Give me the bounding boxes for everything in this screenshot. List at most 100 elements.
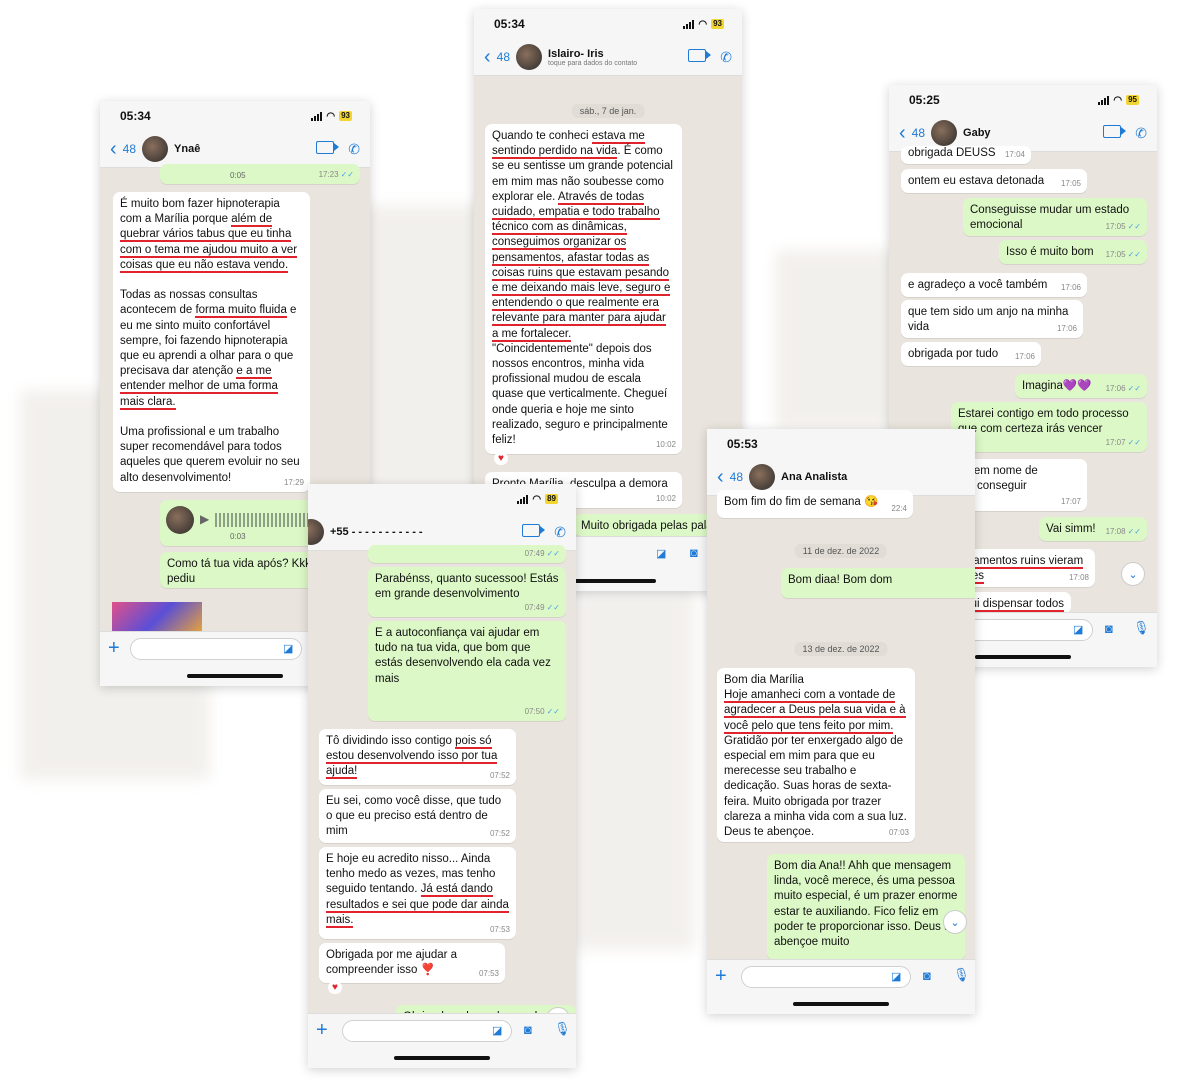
status-bar: 05:34 ◠ 93	[474, 9, 742, 39]
message-bubble: Eu sei, como você disse, que tudo o que …	[319, 789, 516, 843]
chevron-left-icon[interactable]: ‹	[717, 466, 724, 488]
battery-badge: 93	[711, 19, 724, 29]
back-count[interactable]: 48	[496, 50, 511, 64]
home-indicator	[187, 674, 283, 678]
microphone-icon[interactable]: 🎙	[1133, 620, 1150, 635]
message-bubble: Obrigada por me ajudar a compreender iss…	[319, 943, 505, 983]
status-time: 05:34	[494, 17, 525, 31]
date-separator: sáb., 7 de jan.	[571, 104, 645, 118]
message-composer: + ◪ ◙ 🎙	[308, 1013, 576, 1068]
video-call-icon[interactable]	[1103, 124, 1127, 138]
plus-icon[interactable]: +	[316, 1019, 328, 1041]
video-call-icon[interactable]	[316, 140, 340, 154]
contact-name[interactable]: Ana Analista	[781, 471, 848, 483]
message-list: 0:05 17:23 ✓✓ É muito bom fazer hipnotera…	[100, 164, 370, 636]
status-bar: 05:53	[707, 429, 975, 459]
image-thumbnail[interactable]	[112, 602, 202, 636]
phone-icon[interactable]: ✆	[1135, 124, 1147, 141]
message-bubble: Parabénss, quanto sucessoo! Estás em gra…	[368, 567, 566, 617]
message-bubble: Estarei contigo em todo processo que com…	[951, 402, 1147, 452]
avatar[interactable]	[931, 120, 958, 146]
chat-header: ‹ 48 Ana Analista	[707, 459, 975, 496]
message-bubble: obrigada por tudo 17:06	[901, 342, 1041, 366]
message-input[interactable]	[130, 638, 302, 660]
signal-icon	[683, 19, 695, 29]
battery-badge: 89	[545, 494, 558, 504]
microphone-icon[interactable]: 🎙	[953, 967, 970, 982]
message-bubble: ontem eu estava detonada 17:05	[901, 169, 1087, 193]
message-composer: + ◪ ◙ 🎙	[707, 959, 975, 1014]
microphone-icon[interactable]: 🎙	[554, 1021, 571, 1036]
message-list: 07:49 ✓✓ Parabénss, quanto sucessoo! Está…	[308, 545, 576, 1048]
status-time: 05:34	[120, 109, 151, 123]
camera-icon[interactable]: ◙	[923, 968, 931, 983]
sticker-icon[interactable]: ◪	[891, 971, 902, 983]
sticker-icon[interactable]: ◪	[1073, 624, 1084, 636]
status-bar: 05:25 ◠ 95	[889, 85, 1157, 115]
play-icon[interactable]: ▶	[200, 512, 210, 527]
message-bubble: que tem sido um anjo na minha vida 17:06	[901, 300, 1083, 338]
video-call-icon[interactable]	[688, 48, 712, 62]
message-bubble: 07:49 ✓✓	[368, 545, 566, 563]
date-separator: 13 de dez. de 2022	[794, 642, 888, 656]
date-separator: 11 de dez. de 2022	[794, 544, 888, 558]
contact-subtitle[interactable]: toque para dados do contato	[548, 59, 638, 67]
plus-icon[interactable]: +	[108, 637, 120, 659]
message-bubble: Tô dividindo isso contigo pois só estou …	[319, 729, 516, 785]
chat-screenshot-ynae: 05:34 ◠ 93 ‹ 48 Ynaê ✆ 0:05 17:23 ✓✓ É mui…	[100, 101, 370, 686]
back-count[interactable]: 48	[122, 142, 137, 156]
battery-badge: 95	[1126, 95, 1139, 105]
camera-icon[interactable]: ◙	[524, 1022, 532, 1037]
phone-icon[interactable]: ✆	[720, 48, 732, 65]
back-count[interactable]: 48	[729, 470, 744, 484]
avatar[interactable]	[308, 519, 324, 545]
avatar[interactable]	[749, 464, 776, 490]
chat-header: ‹ 48 Gaby ✆	[889, 115, 1157, 152]
status-bar: ◠ 89	[308, 484, 576, 514]
contact-name[interactable]: +55 - - - - - - - - - - -	[330, 526, 423, 538]
chat-header: ‹ 48 Ynaê ✆	[100, 131, 370, 168]
chevron-left-icon[interactable]: ‹	[484, 46, 491, 68]
message-bubble: É muito bom fazer hipnoterapia com a Mar…	[113, 192, 310, 492]
chevron-down-icon[interactable]: ⌄	[1121, 562, 1145, 586]
avatar[interactable]	[516, 44, 543, 70]
sticker-icon[interactable]: ◪	[656, 548, 667, 560]
blurred-background-right	[775, 250, 895, 430]
home-indicator	[975, 655, 1071, 659]
camera-icon[interactable]: ◙	[690, 545, 698, 560]
wifi-icon: ◠	[1113, 94, 1123, 106]
battery-badge: 93	[339, 111, 352, 121]
signal-icon	[311, 111, 323, 121]
video-call-icon[interactable]	[522, 523, 546, 537]
back-count[interactable]: 48	[911, 126, 926, 140]
message-input[interactable]	[342, 1020, 512, 1042]
sticker-icon[interactable]: ◪	[283, 643, 294, 655]
message-list: Bom fim do fim de semana 😘 22:4 11 de dez…	[707, 490, 975, 961]
contact-name[interactable]: Ynaê	[174, 143, 201, 155]
avatar[interactable]	[142, 136, 169, 162]
home-indicator	[560, 579, 656, 583]
status-time: 05:53	[727, 437, 758, 451]
message-bubble: Vai simm! 17:08 ✓✓	[1039, 517, 1147, 541]
message-bubble: obrigada DEUSS 17:04	[901, 146, 1031, 164]
chevron-left-icon[interactable]: ‹	[899, 122, 906, 144]
contact-name[interactable]: Gaby	[963, 127, 991, 139]
voice-duration: 0:03	[230, 531, 246, 541]
camera-icon[interactable]: ◙	[1105, 621, 1113, 636]
message-bubble: Bom diaa! Bom dom	[781, 568, 975, 598]
message-bubble: e agradeço a você também 17:06	[901, 273, 1087, 297]
phone-icon[interactable]: ✆	[348, 140, 360, 157]
sticker-icon[interactable]: ◪	[492, 1025, 503, 1037]
chevron-down-icon[interactable]: ⌄	[943, 910, 967, 934]
voice-duration: 0:05	[230, 171, 246, 180]
message-bubble: Bom dia Marília Hoje amanheci com a vont…	[717, 668, 915, 842]
chat-header: ‹ 48 Islairo- Iris toque para dados do c…	[474, 39, 742, 76]
message-bubble: Isso é muito bom 17:05 ✓✓	[999, 240, 1147, 264]
phone-icon[interactable]: ✆	[554, 523, 566, 540]
message-bubble: Conseguisse mudar um estado emocional 17:…	[963, 198, 1147, 236]
message-input[interactable]	[741, 966, 911, 988]
contact-name[interactable]: Islairo- Iris	[548, 47, 604, 60]
plus-icon[interactable]: +	[715, 965, 727, 987]
chevron-left-icon[interactable]: ‹	[110, 138, 117, 160]
message-bubble: Bom dia Ana!! Ahh que mensagem linda, vo…	[767, 854, 965, 960]
